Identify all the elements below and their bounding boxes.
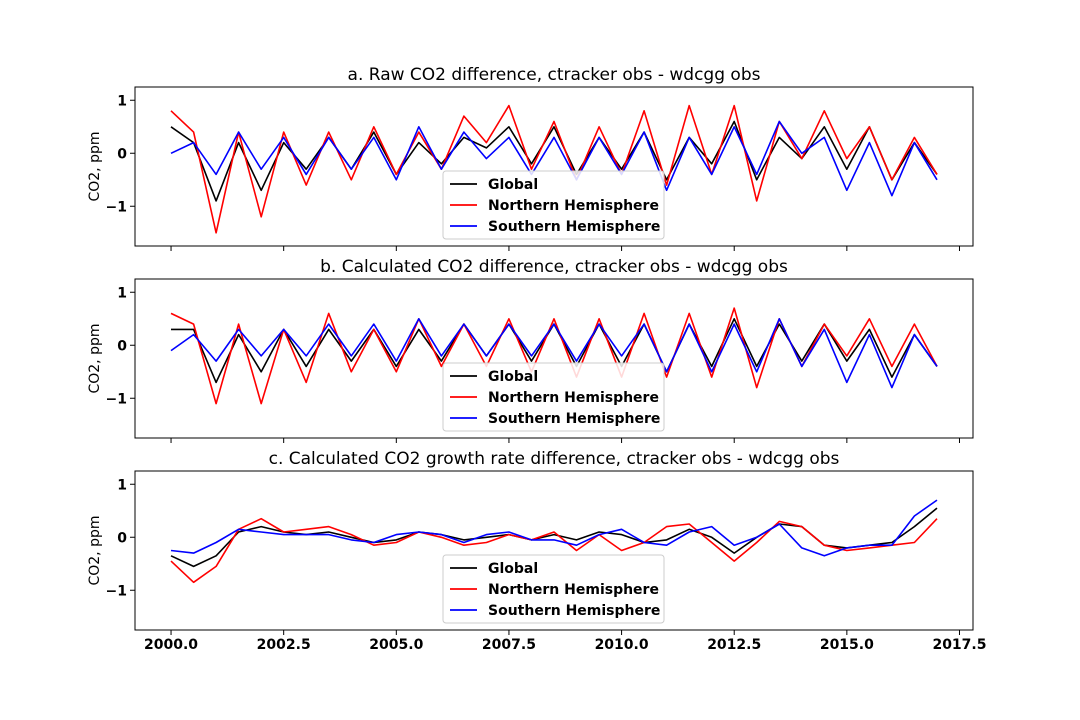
chart-title: c. Calculated CO2 growth rate difference… (269, 449, 840, 469)
y-tick-label: 0 (117, 530, 127, 546)
y-tick-label: −1 (106, 199, 127, 215)
series-line-northern-hemisphere (170, 517, 938, 584)
chart-title: a. Raw CO2 difference, ctracker obs - wd… (348, 65, 761, 85)
series-group (170, 307, 938, 405)
legend-label: Northern Hemisphere (488, 390, 659, 406)
x-tick-label: 2002.5 (257, 637, 311, 653)
legend-label: Northern Hemisphere (488, 198, 659, 214)
legend-label: Global (488, 369, 538, 385)
y-tick-label: −1 (106, 391, 127, 407)
x-tick-label: 2012.5 (707, 637, 761, 653)
x-tick-label: 2005.0 (369, 637, 423, 653)
series-group (170, 499, 938, 584)
y-tick-label: 1 (117, 285, 127, 301)
legend-label: Southern Hemisphere (488, 219, 660, 235)
series-group (170, 104, 938, 234)
plot-frame (134, 470, 974, 631)
legend-box (442, 170, 665, 240)
y-tick-label: −1 (106, 583, 127, 599)
x-tick-label: 2015.0 (820, 637, 874, 653)
x-tick-label: 2007.5 (482, 637, 536, 653)
panel-2: b. Calculated CO2 difference, ctracker o… (87, 257, 974, 443)
panel-3: c. Calculated CO2 growth rate difference… (87, 449, 986, 653)
series-line-southern-hemisphere (170, 120, 938, 197)
legend: Global Northern Hemisphere Southern Hemisp… (442, 170, 665, 240)
series-line-northern-hemisphere (170, 307, 938, 405)
y-axis-label: CO2, ppm (87, 131, 103, 201)
x-tick-label: 2010.0 (595, 637, 649, 653)
legend: Global Northern Hemisphere Southern Hemisp… (442, 554, 665, 624)
plot-frame (134, 278, 974, 439)
x-tick-label: 2017.5 (932, 637, 986, 653)
plot-frame (134, 86, 974, 247)
series-line-southern-hemisphere (170, 499, 938, 557)
legend: Global Northern Hemisphere Southern Hemisp… (442, 362, 665, 432)
y-tick-label: 0 (117, 146, 127, 162)
chart-title: b. Calculated CO2 difference, ctracker o… (320, 257, 788, 277)
y-axis-label: CO2, ppm (87, 515, 103, 585)
legend-label: Northern Hemisphere (488, 582, 659, 598)
legend-label: Southern Hemisphere (488, 411, 660, 427)
legend-label: Global (488, 561, 538, 577)
y-tick-label: 1 (117, 93, 127, 109)
legend-label: Southern Hemisphere (488, 603, 660, 619)
panel-1: a. Raw CO2 difference, ctracker obs - wd… (87, 65, 974, 251)
y-tick-label: 1 (117, 477, 127, 493)
series-line-northern-hemisphere (170, 104, 938, 234)
legend-label: Global (488, 177, 538, 193)
y-axis-label: CO2, ppm (87, 323, 103, 393)
legend-box (442, 554, 665, 624)
legend-box (442, 362, 665, 432)
x-tick-label: 2000.0 (144, 637, 198, 653)
y-tick-label: 0 (117, 338, 127, 354)
series-line-southern-hemisphere (170, 317, 938, 389)
